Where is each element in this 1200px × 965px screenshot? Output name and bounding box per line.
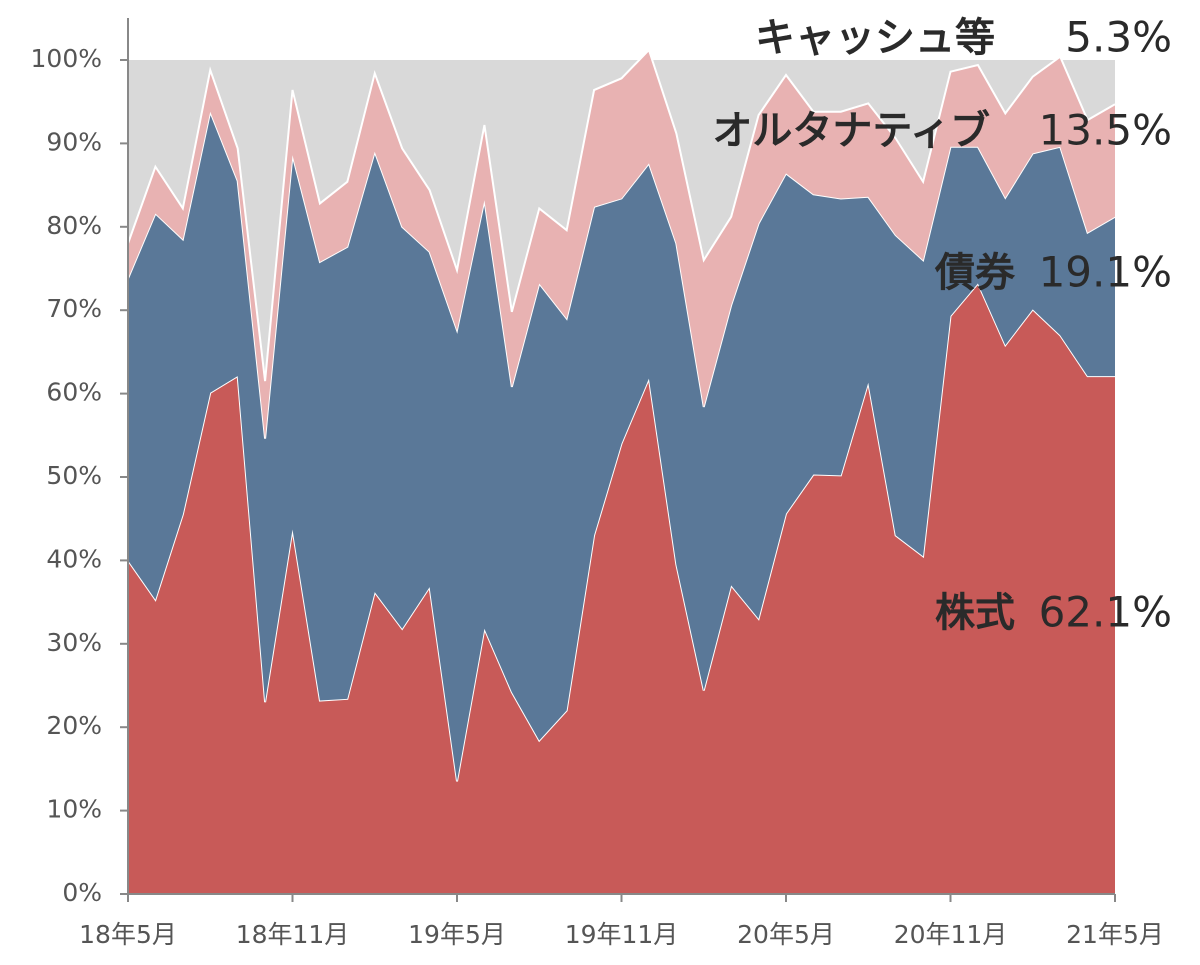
x-tick-label: 18年11月 bbox=[236, 920, 350, 949]
y-tick-label: 70% bbox=[46, 294, 102, 323]
annotation-value: 19.1% bbox=[1039, 248, 1172, 297]
y-tick-label: 100% bbox=[31, 44, 102, 73]
annotation-label: 債券 bbox=[934, 250, 1016, 296]
y-tick-label: 90% bbox=[46, 127, 102, 156]
x-tick-label: 19年5月 bbox=[408, 920, 506, 949]
area-edge bbox=[127, 48, 1116, 382]
y-tick-label: 80% bbox=[46, 211, 102, 240]
y-tick-label: 40% bbox=[46, 544, 102, 573]
y-tick-label: 50% bbox=[46, 461, 102, 490]
annotation-value: 5.3% bbox=[1065, 13, 1172, 62]
x-tick-label: 18年5月 bbox=[79, 920, 177, 949]
annotation-value: 62.1% bbox=[1039, 588, 1172, 637]
annotation-label: オルタナティブ bbox=[712, 108, 990, 154]
y-tick-label: 20% bbox=[46, 711, 102, 740]
x-tick-label: 21年5月 bbox=[1066, 920, 1164, 949]
area bbox=[128, 49, 1115, 439]
annotation-value: 13.5% bbox=[1039, 106, 1172, 155]
x-tick-label: 19年11月 bbox=[565, 920, 679, 949]
x-tick-label: 20年5月 bbox=[737, 920, 835, 949]
y-tick-label: 10% bbox=[46, 795, 102, 824]
area bbox=[128, 111, 1115, 782]
annotation-label: 株式 bbox=[935, 590, 1015, 636]
y-tick-label: 60% bbox=[46, 378, 102, 407]
y-tick-label: 30% bbox=[46, 628, 102, 657]
area bbox=[128, 283, 1115, 895]
x-tick-label: 20年11月 bbox=[894, 920, 1008, 949]
annotation-label: キャッシュ等 bbox=[755, 15, 995, 61]
y-tick-label: 0% bbox=[62, 878, 102, 907]
